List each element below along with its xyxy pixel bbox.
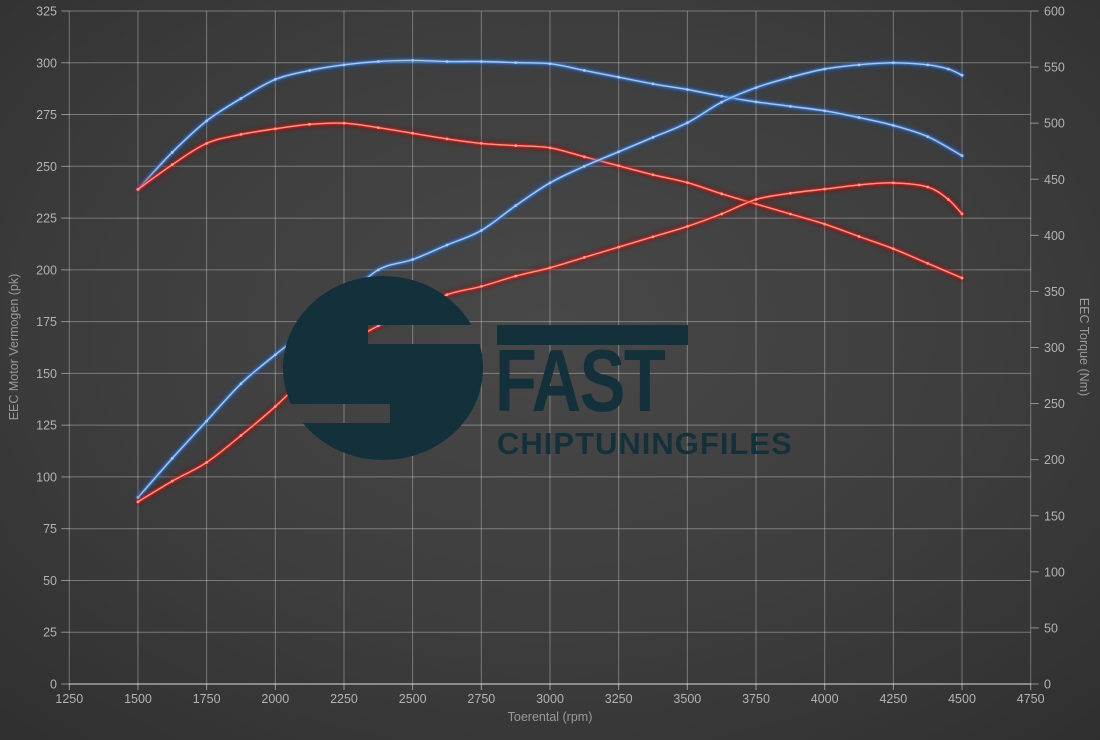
y-left-tick-label: 50: [43, 574, 57, 588]
x-tick-label: 3750: [742, 692, 770, 706]
y-axis-title-right: EEC Torque (Nm): [1077, 298, 1091, 396]
y-left-tick-label: 300: [36, 56, 57, 70]
tick-labels: 0255075100125150175200225250275300325050…: [36, 5, 1065, 707]
x-tick-label: 2750: [467, 692, 495, 706]
x-tick-label: 3500: [673, 692, 701, 706]
y-left-tick-label: 200: [36, 263, 57, 277]
x-tick-label: 2250: [330, 692, 358, 706]
y-left-tick-label: 175: [36, 315, 57, 329]
y-right-tick-label: 450: [1044, 173, 1065, 187]
y-left-tick-label: 100: [36, 470, 57, 484]
y-left-tick-label: 275: [36, 108, 57, 122]
y-right-tick-label: 200: [1044, 453, 1065, 467]
y-right-tick-label: 300: [1044, 341, 1065, 355]
y-right-tick-label: 100: [1044, 565, 1065, 579]
grid-lines: [61, 10, 1039, 690]
y-left-tick-label: 25: [43, 626, 57, 640]
x-axis-title: Toerental (rpm): [508, 710, 593, 724]
y-left-tick-label: 325: [36, 5, 57, 19]
x-tick-label: 2500: [399, 692, 427, 706]
x-tick-label: 1250: [55, 692, 83, 706]
y-left-tick-label: 150: [36, 367, 57, 381]
x-tick-label: 3250: [605, 692, 633, 706]
y-right-tick-label: 350: [1044, 285, 1065, 299]
y-left-tick-label: 125: [36, 419, 57, 433]
blue-torque-curve: [133, 56, 966, 194]
red-torque-curve: [133, 118, 966, 282]
x-tick-label: 4750: [1017, 692, 1045, 706]
x-tick-label: 1500: [124, 692, 152, 706]
x-tick-label: 4500: [948, 692, 976, 706]
y-right-tick-label: 0: [1044, 678, 1051, 692]
x-tick-label: 3000: [536, 692, 564, 706]
y-right-tick-label: 600: [1044, 5, 1065, 19]
y-left-tick-label: 75: [43, 522, 57, 536]
y-right-tick-label: 400: [1044, 229, 1065, 243]
y-right-tick-label: 550: [1044, 61, 1065, 75]
y-axis-title-left: EEC Motor Vermogen (pk): [7, 274, 21, 421]
x-tick-label: 4000: [811, 692, 839, 706]
x-tick-label: 4250: [879, 692, 907, 706]
y-left-tick-label: 250: [36, 160, 57, 174]
y-right-tick-label: 250: [1044, 397, 1065, 411]
x-tick-label: 1750: [193, 692, 221, 706]
y-right-tick-label: 150: [1044, 509, 1065, 523]
y-right-tick-label: 50: [1044, 621, 1058, 635]
y-left-tick-label: 0: [50, 678, 57, 692]
y-right-tick-label: 500: [1044, 117, 1065, 131]
x-tick-label: 2000: [261, 692, 289, 706]
y-left-tick-label: 225: [36, 212, 57, 226]
